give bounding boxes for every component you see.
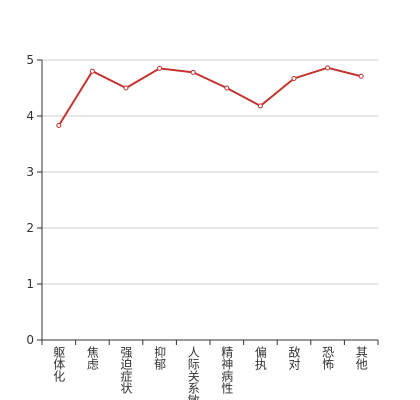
x-tick-label: 恐怖	[321, 346, 335, 370]
x-tick-label: 敌对	[287, 345, 301, 370]
y-tick-label: 3	[26, 165, 34, 179]
x-tick-label: 偏执	[253, 345, 267, 371]
x-tick-label: 强迫症状	[119, 346, 133, 394]
point	[224, 85, 230, 91]
x-tick-label: 其他	[354, 346, 368, 370]
point	[257, 103, 263, 109]
y-tick-label: 5	[26, 53, 34, 67]
point	[123, 85, 129, 91]
x-tick-label: 躯体化	[52, 345, 66, 383]
y-tick-label: 0	[26, 333, 34, 347]
point	[56, 123, 62, 129]
x-tick-label: 人际关系敏感	[186, 346, 200, 400]
point	[325, 65, 331, 71]
point	[157, 65, 163, 71]
series-line	[57, 66, 362, 127]
y-tick-label: 1	[26, 277, 34, 291]
point	[190, 69, 196, 75]
point	[291, 75, 297, 81]
point	[358, 73, 364, 79]
x-tick-label: 精神病性	[220, 346, 234, 395]
x-tick-label: 抑郁	[153, 345, 167, 371]
x-tick-label: 焦虑	[85, 346, 99, 370]
y-tick-label: 2	[26, 221, 34, 235]
y-tick-label: 4	[26, 109, 34, 123]
point	[89, 68, 95, 74]
